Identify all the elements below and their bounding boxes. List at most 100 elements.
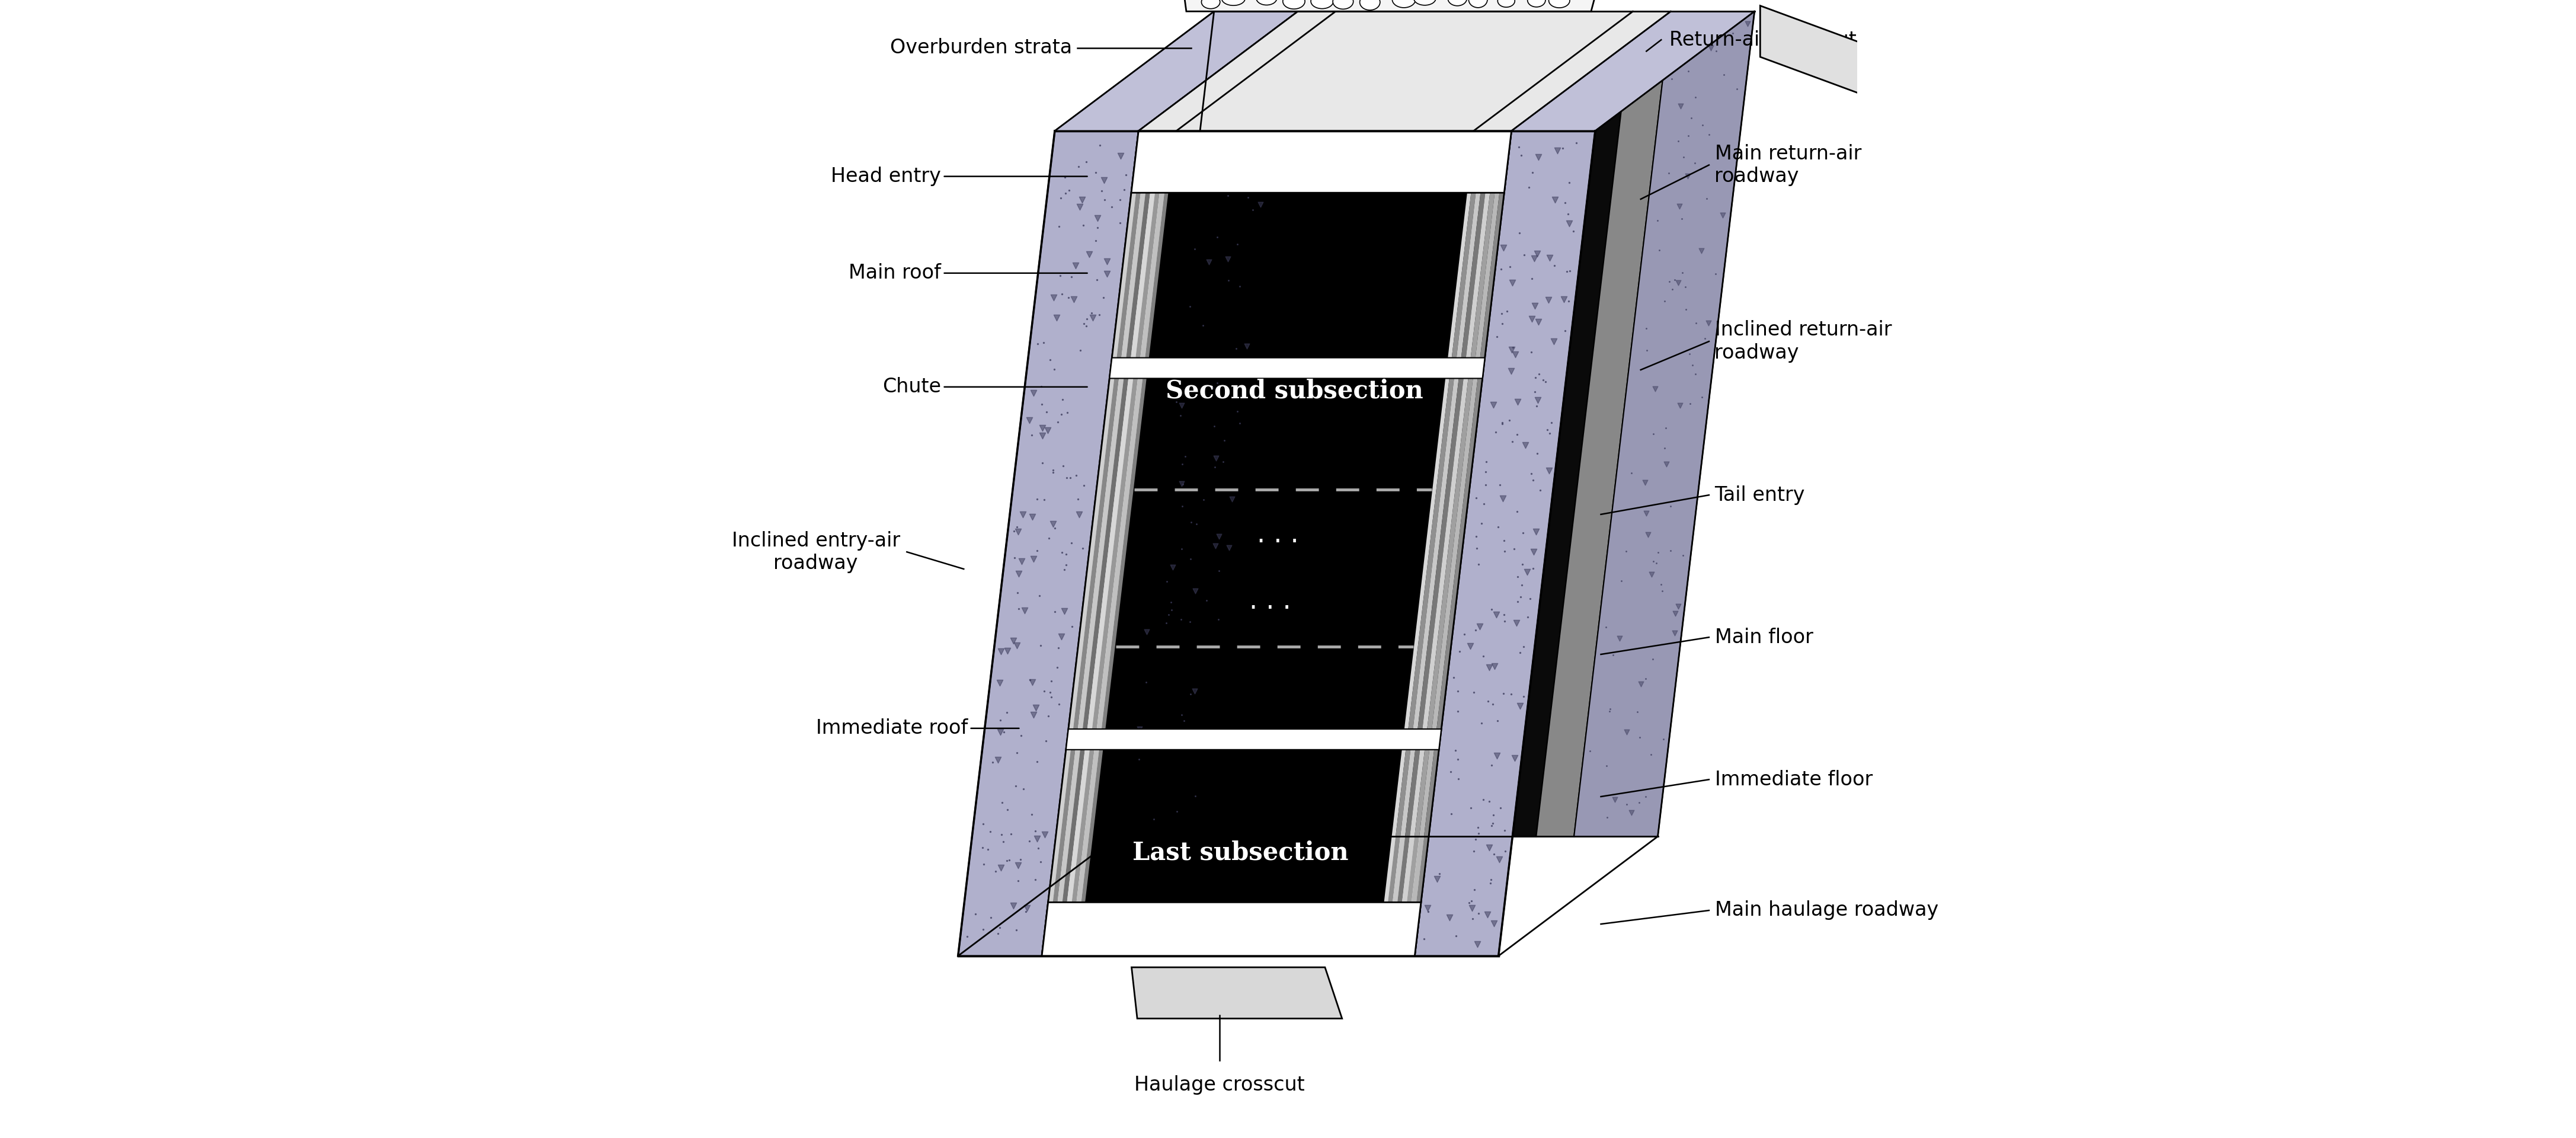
Point — [1450, 891, 1492, 909]
Point — [1466, 476, 1507, 494]
Point — [1234, 16, 1275, 34]
Polygon shape — [1535, 11, 1672, 836]
Point — [1497, 568, 1538, 586]
Point — [1476, 711, 1517, 729]
Point — [1041, 189, 1082, 207]
Point — [997, 921, 1038, 939]
Point — [987, 703, 1028, 721]
Polygon shape — [1391, 131, 1492, 956]
Point — [1484, 842, 1525, 860]
Point — [1005, 902, 1046, 921]
Point — [1620, 728, 1662, 747]
Point — [1437, 682, 1479, 700]
Polygon shape — [1386, 131, 1489, 956]
Point — [1649, 272, 1690, 290]
Point — [1077, 218, 1118, 237]
Polygon shape — [1110, 357, 1484, 378]
Point — [1216, 339, 1257, 357]
Point — [1625, 341, 1667, 360]
Point — [1018, 587, 1059, 605]
Point — [1041, 390, 1082, 409]
Text: Overburden strata: Overburden strata — [889, 38, 1072, 58]
Point — [1028, 529, 1069, 547]
Point — [1625, 320, 1667, 338]
Point — [1159, 406, 1200, 424]
Point — [1515, 297, 1556, 315]
Point — [1162, 455, 1203, 473]
Point — [981, 793, 1023, 811]
Point — [1667, 300, 1708, 319]
Point — [1528, 420, 1569, 438]
Text: Return-air crosscut: Return-air crosscut — [1669, 30, 1857, 50]
Point — [1510, 464, 1551, 483]
Point — [1218, 414, 1260, 432]
Point — [1473, 915, 1515, 933]
Point — [1605, 795, 1646, 814]
Point — [1512, 471, 1553, 489]
Point — [1239, 107, 1280, 125]
Point — [1458, 618, 1499, 636]
Point — [1231, 200, 1273, 218]
Point — [1654, 624, 1695, 642]
Point — [1167, 366, 1208, 385]
Point — [1162, 610, 1203, 628]
Point — [1695, 265, 1736, 283]
Point — [1151, 558, 1193, 576]
Point — [1041, 284, 1082, 303]
Point — [1492, 338, 1533, 356]
Point — [1224, 171, 1265, 189]
Point — [979, 711, 1020, 729]
Point — [966, 840, 1007, 858]
Point — [1239, 196, 1280, 214]
Point — [1118, 750, 1159, 768]
Point — [981, 833, 1023, 851]
Polygon shape — [1051, 131, 1151, 956]
Point — [1054, 256, 1095, 274]
Point — [1025, 732, 1066, 750]
Point — [1157, 802, 1198, 820]
Point — [1492, 362, 1533, 380]
Point — [1146, 572, 1188, 591]
Point — [1203, 431, 1244, 450]
Point — [1195, 450, 1236, 468]
Point — [1030, 683, 1072, 701]
Point — [1625, 504, 1667, 522]
Point — [1497, 615, 1538, 633]
Point — [999, 726, 1041, 744]
Point — [1149, 593, 1190, 611]
Point — [1198, 229, 1239, 247]
Point — [1012, 550, 1054, 568]
Polygon shape — [1239, 11, 1633, 836]
Point — [963, 855, 1005, 873]
Ellipse shape — [1548, 0, 1569, 8]
Point — [1077, 208, 1118, 226]
Point — [1033, 360, 1074, 378]
Point — [1633, 552, 1674, 570]
Point — [1569, 742, 1610, 760]
Point — [1468, 659, 1510, 677]
Point — [981, 825, 1023, 843]
Point — [1463, 790, 1504, 808]
Point — [1041, 544, 1082, 562]
Point — [1015, 871, 1056, 889]
Point — [1726, 15, 1767, 33]
Point — [1517, 365, 1558, 384]
Point — [1618, 702, 1659, 720]
Point — [1589, 700, 1631, 718]
Point — [1023, 333, 1064, 352]
Point — [1638, 241, 1680, 259]
Point — [1517, 445, 1558, 463]
Point — [1553, 222, 1595, 240]
Point — [1170, 298, 1211, 316]
Point — [1466, 453, 1507, 471]
Point — [1404, 930, 1445, 948]
Point — [1023, 682, 1064, 700]
Point — [1504, 246, 1546, 264]
Point — [1646, 419, 1687, 437]
Point — [1020, 395, 1061, 413]
Point — [1015, 699, 1056, 717]
Point — [1077, 271, 1118, 289]
Point — [1543, 290, 1584, 308]
Point — [948, 927, 989, 946]
Polygon shape — [1139, 11, 1672, 131]
